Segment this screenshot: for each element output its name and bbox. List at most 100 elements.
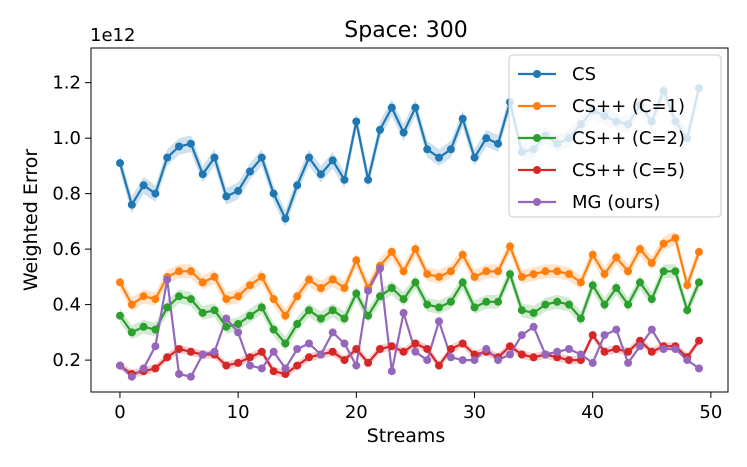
point-mg-ours-29 <box>458 356 467 365</box>
point-cs-c-5-45 <box>647 347 656 356</box>
point-cs-c-1-16 <box>305 275 313 284</box>
x-tick-label-0: 0 <box>114 402 125 423</box>
point-cs-c-1-39 <box>576 278 585 287</box>
point-mg-ours-33 <box>506 350 514 359</box>
point-cs-c-1-47 <box>671 234 680 242</box>
point-cs-c-2-29 <box>458 278 467 287</box>
point-cs-24 <box>399 128 408 137</box>
point-cs-c-5-39 <box>576 356 585 365</box>
point-cs-c-1-29 <box>458 250 467 259</box>
point-cs-19 <box>340 175 349 184</box>
point-cs-26 <box>423 145 432 154</box>
legend-label-cs: CS <box>572 64 596 85</box>
point-mg-ours-10 <box>234 328 243 337</box>
point-cs-c-2-41 <box>600 300 609 309</box>
point-mg-ours-19 <box>340 339 349 348</box>
point-cs-c-1-26 <box>423 270 432 279</box>
y-tick-label-1: 0.4 <box>52 295 81 316</box>
point-mg-ours-3 <box>151 342 160 351</box>
point-cs-15 <box>293 181 302 190</box>
y-axis-ticks: 0.2 0.4 0.6 0.8 1.0 1.2 <box>52 73 91 371</box>
point-cs-c-1-28 <box>446 267 455 276</box>
point-cs-c-1-42 <box>612 253 621 262</box>
point-cs-c-2-48 <box>683 306 692 315</box>
point-cs-c-2-6 <box>186 295 195 304</box>
band-cs-c-2 <box>120 264 699 351</box>
point-cs-c-2-44 <box>636 278 644 287</box>
point-cs-c-2-37 <box>553 297 562 306</box>
point-cs-c-5-14 <box>281 370 290 378</box>
x-tick-label-40: 40 <box>581 402 604 423</box>
point-mg-ours-34 <box>517 331 526 340</box>
point-cs-c-2-5 <box>175 292 183 301</box>
point-cs-18 <box>328 156 337 165</box>
point-cs-c-2-28 <box>446 297 455 306</box>
point-cs-c-1-31 <box>482 267 491 276</box>
point-cs-9 <box>222 192 231 201</box>
point-cs-c-1-3 <box>151 295 160 304</box>
point-cs-c-2-25 <box>411 278 420 287</box>
point-cs-11 <box>246 167 254 176</box>
point-cs-c-1-40 <box>588 250 597 259</box>
x-axis-label: Streams <box>367 425 446 447</box>
point-cs-c-1-6 <box>186 267 195 276</box>
point-cs-c-1-24 <box>399 267 408 276</box>
point-mg-ours-35 <box>529 322 538 331</box>
point-cs-20 <box>352 117 361 126</box>
point-cs-31 <box>482 134 491 143</box>
point-cs-c-2-24 <box>399 295 408 304</box>
point-cs-c-2-42 <box>612 284 621 292</box>
point-cs-c-1-49 <box>695 247 703 256</box>
point-cs-27 <box>435 153 443 162</box>
point-cs-3 <box>151 189 160 198</box>
point-mg-ours-9 <box>222 314 231 323</box>
point-cs-c-5-22 <box>376 345 384 353</box>
point-cs-c-1-13 <box>269 295 278 304</box>
point-cs-c-1-43 <box>624 267 633 276</box>
point-mg-ours-15 <box>293 345 302 353</box>
point-cs-c-2-23 <box>387 284 396 292</box>
point-cs-c-1-25 <box>411 245 420 254</box>
point-mg-ours-5 <box>175 370 183 378</box>
point-cs-c-5-13 <box>269 367 278 376</box>
x-tick-label-30: 30 <box>463 402 486 423</box>
point-cs-c-1-5 <box>175 267 183 276</box>
line-mg-ours <box>119 267 700 378</box>
x-tick-label-10: 10 <box>227 402 250 423</box>
legend-marker-mg-ours <box>533 198 541 206</box>
point-mg-ours-48 <box>683 356 692 365</box>
point-mg-ours-22 <box>376 264 384 273</box>
legend-label-cs-c-2: CS++ (C=2) <box>572 128 685 149</box>
point-cs-c-5-24 <box>399 347 408 356</box>
point-cs-c-5-15 <box>293 361 302 370</box>
point-cs-c-2-45 <box>647 295 656 304</box>
point-cs-c-1-41 <box>600 270 609 279</box>
point-cs-c-1-35 <box>529 270 538 279</box>
point-mg-ours-49 <box>695 364 703 373</box>
point-cs-c-5-38 <box>565 356 573 365</box>
point-cs-c-2-43 <box>624 300 633 309</box>
point-cs-c-2-1 <box>127 328 136 337</box>
point-cs-c-5-5 <box>175 345 183 353</box>
point-cs-c-2-3 <box>151 325 160 334</box>
point-mg-ours-42 <box>612 325 621 334</box>
point-cs-13 <box>269 189 278 198</box>
point-mg-ours-47 <box>671 345 680 353</box>
point-mg-ours-1 <box>127 372 136 381</box>
point-cs-c-5-18 <box>328 347 337 356</box>
point-cs-c-1-23 <box>387 247 396 256</box>
point-cs-c-5-34 <box>517 350 526 359</box>
legend: CS CS++ (C=1) CS++ (C=2) CS++ (C=5) MG (ours… <box>508 54 722 218</box>
point-cs-c-2-9 <box>222 322 231 331</box>
point-cs-c-5-30 <box>470 350 479 359</box>
point-cs-c-5-28 <box>446 345 455 353</box>
point-cs-c-5-43 <box>624 347 633 356</box>
y-tick-label-2: 0.6 <box>52 239 81 260</box>
point-cs-c-5-23 <box>387 342 396 351</box>
point-cs-c-5-25 <box>411 339 420 348</box>
point-mg-ours-39 <box>576 350 585 359</box>
point-cs-c-1-17 <box>316 284 325 292</box>
y-tick-label-5: 1.2 <box>52 73 81 94</box>
y-axis-label: Weighted Error <box>20 149 42 291</box>
